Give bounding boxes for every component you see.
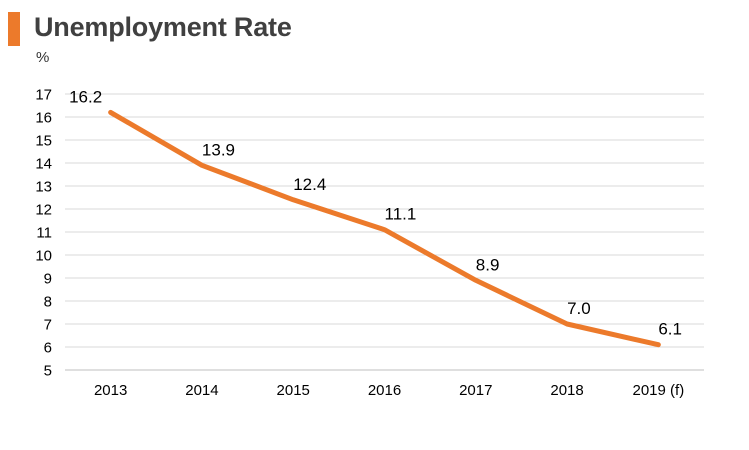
data-label: 12.4: [293, 175, 326, 194]
y-tick-label: 6: [44, 340, 52, 357]
data-label: 11.1: [385, 205, 417, 224]
data-label: 7.0: [567, 299, 591, 318]
x-tick-label: 2018: [550, 382, 583, 399]
y-tick-label: 12: [35, 202, 52, 219]
x-tick-label: 2013: [94, 382, 127, 399]
series-line-group: [108, 109, 661, 348]
y-tick-label: 9: [44, 271, 52, 288]
x-tick-label: 2016: [368, 382, 401, 399]
data-label: 13.9: [202, 140, 235, 159]
y-tick-label: 11: [36, 225, 52, 242]
y-axis-unit-label: %: [36, 49, 50, 66]
y-tick-label: 16: [35, 110, 52, 127]
x-tick-label: 2019 (f): [633, 382, 685, 399]
y-tick-label: 7: [44, 317, 52, 334]
data-label: 6.1: [658, 320, 682, 339]
y-tick-label: 14: [35, 156, 52, 173]
y-tick-label: 8: [44, 294, 52, 311]
chart-title: Unemployment Rate: [34, 12, 292, 42]
y-tick-label: 15: [35, 133, 52, 150]
y-tick-label: 5: [44, 363, 52, 380]
title-accent-bar: [8, 12, 20, 46]
y-tick-label: 13: [35, 179, 52, 196]
data-label: 8.9: [476, 255, 500, 274]
y-axis-ticks: 5 6 7 8 9 10 11 12 13 14 15 16 17: [35, 87, 52, 380]
x-tick-label: 2015: [277, 382, 310, 399]
series-line: [108, 109, 661, 348]
y-tick-label: 10: [35, 248, 52, 265]
x-tick-label: 2017: [459, 382, 492, 399]
x-tick-label: 2014: [185, 382, 218, 399]
x-axis-ticks: 2013 2014 2015 2016 2017 2018 2019 (f): [94, 382, 684, 399]
y-tick-label: 17: [35, 87, 52, 104]
data-labels: 16.2 13.9 12.4 11.1 8.9 7.0 6.1: [69, 87, 682, 338]
data-label: 16.2: [69, 87, 102, 106]
